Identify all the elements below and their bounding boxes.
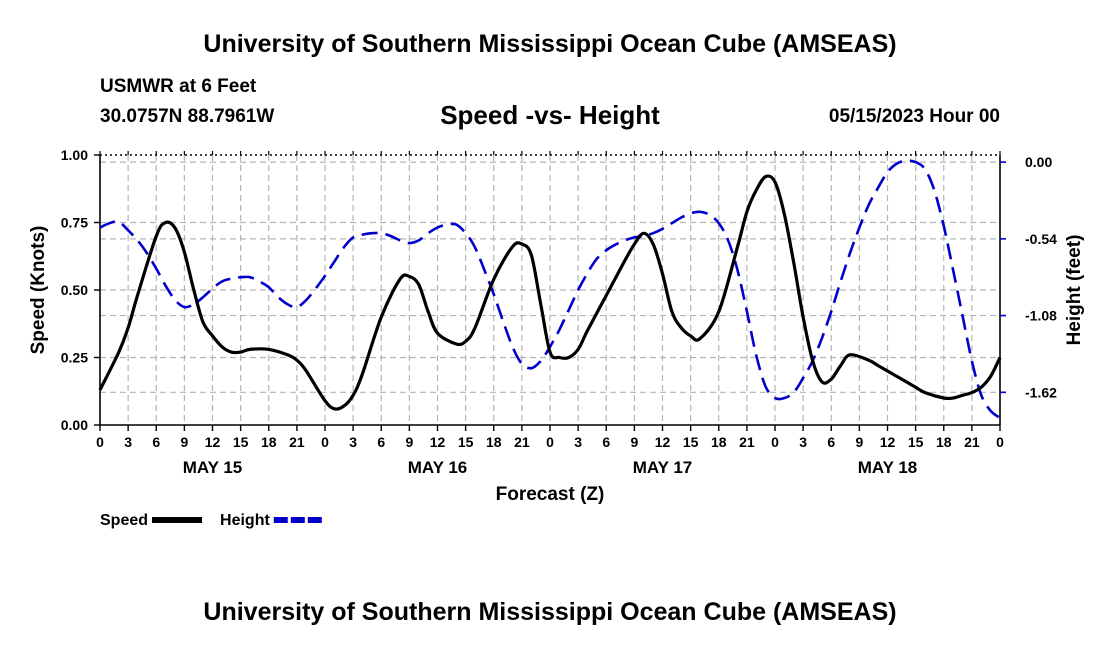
x-tick-label: 12 [880, 434, 896, 450]
y-right-tick-label: -1.62 [1025, 384, 1057, 400]
footer-title: University of Southern Mississippi Ocean… [203, 598, 897, 626]
y-left-tick-label: 1.00 [61, 147, 88, 163]
x-tick-label: 15 [233, 434, 249, 450]
x-tick-label: 15 [908, 434, 924, 450]
x-tick-label: 6 [152, 434, 160, 450]
y-left-tick-label: 0.50 [61, 282, 88, 298]
station-name: USMWR at 6 Feet [100, 76, 257, 97]
x-tick-label: 21 [739, 434, 755, 450]
x-tick-label: 0 [321, 434, 329, 450]
x-tick-label: 9 [855, 434, 863, 450]
x-tick-label: 12 [655, 434, 671, 450]
y-left-tick-label: 0.75 [61, 215, 88, 231]
x-tick-label: 3 [574, 434, 582, 450]
legend-label-height: Height [220, 512, 270, 529]
x-day-label: MAY 17 [633, 458, 693, 477]
main-title: University of Southern Mississippi Ocean… [203, 30, 897, 58]
x-tick-label: 15 [458, 434, 474, 450]
x-tick-label: 18 [936, 434, 952, 450]
x-tick-label: 9 [180, 434, 188, 450]
x-tick-label: 12 [430, 434, 446, 450]
x-day-label: MAY 15 [183, 458, 243, 477]
x-tick-label: 12 [205, 434, 221, 450]
y-left-tick-label: 0.00 [61, 417, 88, 433]
x-tick-label: 21 [964, 434, 980, 450]
x-tick-label: 18 [486, 434, 502, 450]
y-left-tick-label: 0.25 [61, 350, 88, 366]
y-right-tick-label: -1.08 [1025, 308, 1057, 324]
x-tick-label: 9 [405, 434, 413, 450]
x-tick-label: 6 [602, 434, 610, 450]
x-tick-label: 18 [261, 434, 277, 450]
x-tick-label: 15 [683, 434, 699, 450]
y-right-tick-label: -0.54 [1025, 231, 1057, 247]
x-day-label: MAY 18 [858, 458, 918, 477]
x-tick-label: 0 [546, 434, 554, 450]
x-tick-label: 9 [630, 434, 638, 450]
x-tick-label: 3 [349, 434, 357, 450]
chart-subtitle: Speed -vs- Height [440, 100, 660, 130]
x-tick-label: 0 [996, 434, 1004, 450]
x-tick-label: 18 [711, 434, 727, 450]
x-tick-label: 3 [799, 434, 807, 450]
x-day-label: MAY 16 [408, 458, 468, 477]
x-tick-label: 3 [124, 434, 132, 450]
x-axis-title: Forecast (Z) [496, 484, 605, 505]
x-tick-label: 6 [377, 434, 385, 450]
station-coordinates: 30.0757N 88.7961W [100, 106, 275, 127]
y-left-axis-title: Speed (Knots) [28, 226, 49, 355]
y-right-tick-label: 0.00 [1025, 154, 1052, 170]
x-tick-label: 0 [771, 434, 779, 450]
x-tick-label: 6 [827, 434, 835, 450]
speed-series-line [98, 174, 1002, 411]
x-tick-label: 21 [289, 434, 305, 450]
x-tick-label: 0 [96, 434, 104, 450]
y-right-axis-title: Height (feet) [1064, 235, 1085, 346]
x-tick-label: 21 [514, 434, 530, 450]
legend-label-speed: Speed [100, 512, 148, 529]
forecast-datetime: 05/15/2023 Hour 00 [828, 106, 1000, 127]
